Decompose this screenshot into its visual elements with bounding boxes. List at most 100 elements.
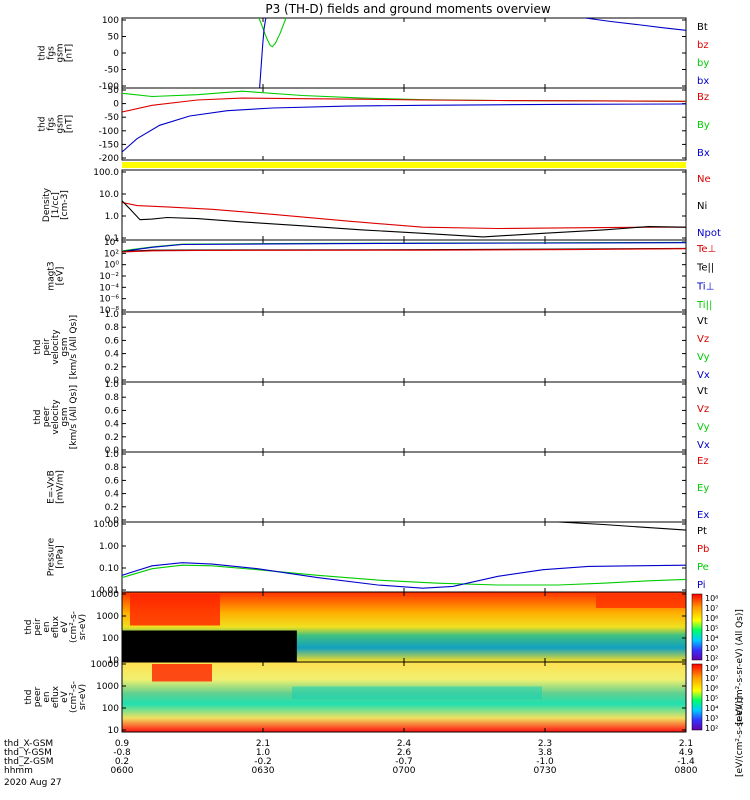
y-axis-label: sr-eV) — [78, 684, 88, 710]
legend-pi: Pi — [697, 580, 706, 591]
y-axis-label: peir — [33, 618, 43, 636]
legend-ex: Ex — [697, 510, 709, 521]
y-axis-label: [mV/m] — [56, 470, 66, 504]
y-tick-label: 0.1 — [105, 234, 119, 244]
panel-peer_vel: 1.0 0.8 0.6 0.4 0.2 0.0 thd peer velocity gsm [km/… — [33, 380, 710, 456]
y-tick-label: 100 — [102, 16, 119, 26]
colorbar-tick: 10⁸ — [705, 594, 718, 603]
legend-vy: Vy — [697, 422, 710, 433]
y-tick-label: 10⁰ — [104, 261, 119, 271]
colorbar-tick: 10⁵ — [705, 624, 718, 633]
series-by — [258, 18, 287, 48]
y-axis-label: thd — [38, 117, 48, 132]
y-axis-label: thd — [33, 340, 43, 355]
y-tick-label: -100 — [99, 82, 120, 92]
legend-bz: Bz — [697, 92, 709, 103]
panel-peir_vel: 1.0 0.8 0.6 0.4 0.2 0.0 thd peir velocity gsm [km/… — [33, 310, 710, 386]
panel-frame — [121, 381, 687, 453]
series-bz — [122, 97, 686, 113]
x-tick-label: 2.6 — [397, 748, 412, 758]
y-tick-label: 0.0 — [105, 446, 120, 456]
y-axis-label: [nT] — [65, 44, 75, 62]
y-axis-label: Density — [42, 187, 52, 222]
legend-by: By — [697, 120, 710, 131]
x-tick-label: 3.8 — [538, 748, 553, 758]
x-tick-label: 2.1 — [256, 739, 270, 749]
legend-bx: bx — [697, 76, 709, 87]
y-tick-label: 10⁻⁴ — [99, 283, 119, 293]
legend-pb: Pb — [697, 544, 709, 555]
legend-ti⊥: Ti⊥ — [696, 281, 714, 292]
y-tick-label: 10 — [108, 656, 120, 666]
y-tick-label: 0.6 — [105, 406, 120, 416]
y-tick-label: 0 — [113, 49, 119, 59]
y-tick-label: 50 — [108, 33, 120, 43]
y-axis-label: peer — [42, 406, 52, 427]
spectrogram-gap — [122, 630, 297, 662]
x-tick-label: -1.0 — [536, 757, 554, 767]
legend-vx: Vx — [697, 440, 710, 451]
y-tick-label: 10⁻² — [99, 272, 119, 282]
y-axis-label: en — [42, 621, 52, 632]
x-tick-label: 0.9 — [115, 739, 130, 749]
series-ti⊥ — [122, 242, 686, 253]
x-tick-label: 2.1 — [679, 739, 693, 749]
y-tick-label: 100 — [102, 634, 119, 644]
legend-bz: bz — [697, 40, 709, 51]
y-tick-label: 0.8 — [105, 463, 120, 473]
spectrogram-hot — [152, 664, 212, 682]
x-tick-label: -0.2 — [254, 757, 272, 767]
legend-te||: Te|| — [696, 263, 714, 274]
y-tick-label: 0.0 — [105, 376, 120, 386]
legend-vy: Vy — [697, 352, 710, 363]
legend-npot: Npot — [697, 228, 721, 239]
y-axis-label: [nPa] — [56, 545, 66, 568]
legend-ni: Ni — [697, 201, 707, 212]
y-tick-label: 0.6 — [105, 476, 120, 486]
x-row-label: thd_Y-GSM — [4, 748, 52, 758]
colorbar-tick: 10³ — [705, 714, 718, 723]
y-tick-label: 0 — [113, 100, 119, 110]
y-axis-label: thd — [24, 690, 34, 705]
series-pe — [122, 564, 686, 586]
series-pi — [122, 562, 686, 589]
y-tick-label: 0.4 — [105, 350, 120, 360]
colorbar-tick: 10⁴ — [705, 634, 718, 643]
y-axis-label: (cm²-s- — [69, 611, 79, 643]
y-axis-label: eV — [60, 620, 70, 633]
legend-te⊥: Te⊥ — [696, 244, 716, 255]
y-axis-label: gsm — [56, 114, 66, 133]
colorbar — [691, 663, 703, 731]
colorbar-tick: 10² — [705, 654, 718, 663]
y-tick-label: 0.0 — [105, 516, 120, 526]
legend-pe: Pe — [697, 562, 709, 573]
legend-pt: Pt — [697, 526, 707, 537]
y-tick-label: 0.2 — [105, 503, 119, 513]
x-tick-label: -0.7 — [395, 757, 413, 767]
x-tick-label: 0800 — [675, 766, 698, 776]
y-tick-label: 0.2 — [105, 433, 119, 443]
series-bx — [122, 103, 686, 153]
y-tick-label: 1.0 — [105, 310, 120, 320]
spectrogram-hot — [596, 594, 686, 608]
y-axis-label: gsm — [60, 407, 70, 426]
legend-vz: Vz — [697, 334, 709, 345]
legend-bx: Bx — [697, 148, 710, 159]
y-tick-label: 10⁴ — [104, 238, 119, 248]
legend-ey: Ey — [697, 483, 709, 494]
legend-vz: Vz — [697, 404, 709, 415]
y-axis-label: [eV] — [56, 267, 66, 286]
y-tick-label: -150 — [99, 140, 120, 150]
series-ni — [122, 200, 686, 238]
y-axis-label: [km/s (All Qs)] — [69, 385, 79, 449]
y-axis-label: eflux — [51, 685, 61, 708]
x-tick-label: 0730 — [534, 766, 557, 776]
y-axis-label: thd — [38, 46, 48, 61]
colorbar-tick: 10⁶ — [705, 684, 718, 693]
y-tick-label: 10.0 — [99, 190, 119, 200]
colorbar-tick: 10² — [705, 724, 718, 733]
y-axis-label: Pressure — [47, 537, 57, 576]
